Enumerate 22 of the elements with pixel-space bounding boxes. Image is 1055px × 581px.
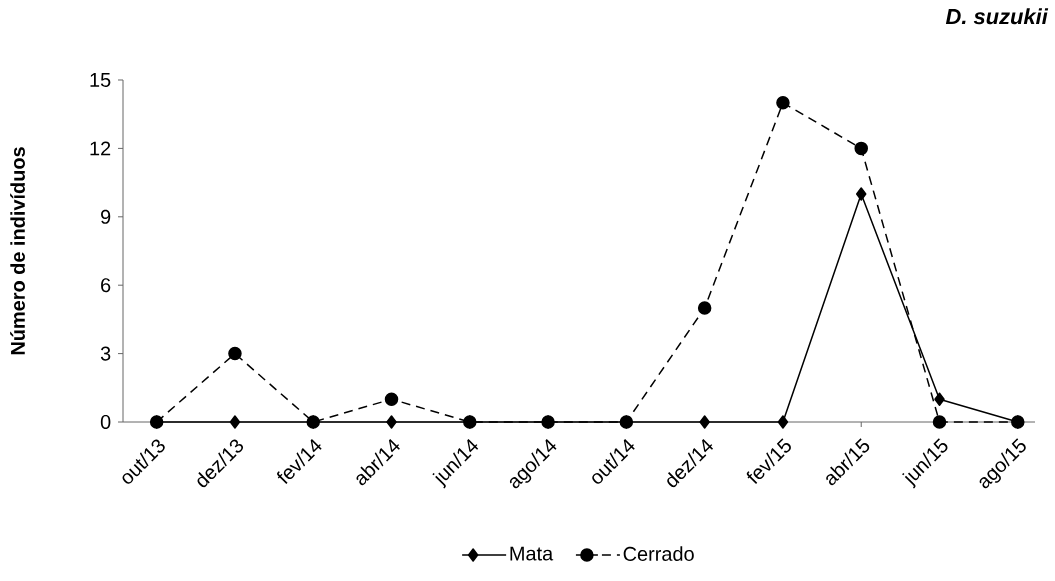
point [386, 415, 397, 429]
y-axis-title: Número de indivíduos [10, 147, 25, 355]
point [855, 187, 867, 201]
point [229, 415, 241, 429]
y-tick-label: 0 [100, 414, 111, 430]
point [777, 415, 789, 429]
y-tick-label: 6 [101, 278, 111, 293]
point [854, 141, 868, 156]
y-tick-label: 15 [90, 73, 111, 87]
point [699, 415, 710, 429]
y-tick-label: 9 [101, 209, 111, 224]
y-tick-label: 12 [90, 141, 111, 156]
chart-title: D. suzukii [945, 8, 1049, 25]
point [932, 415, 947, 429]
point [697, 301, 712, 315]
point [776, 96, 790, 110]
legend-label: Mata [510, 546, 554, 561]
y-tick-label: 3 [100, 346, 111, 361]
point [384, 392, 399, 406]
point [934, 392, 945, 406]
point [228, 346, 242, 361]
legend-label: Cerrado [623, 546, 694, 561]
